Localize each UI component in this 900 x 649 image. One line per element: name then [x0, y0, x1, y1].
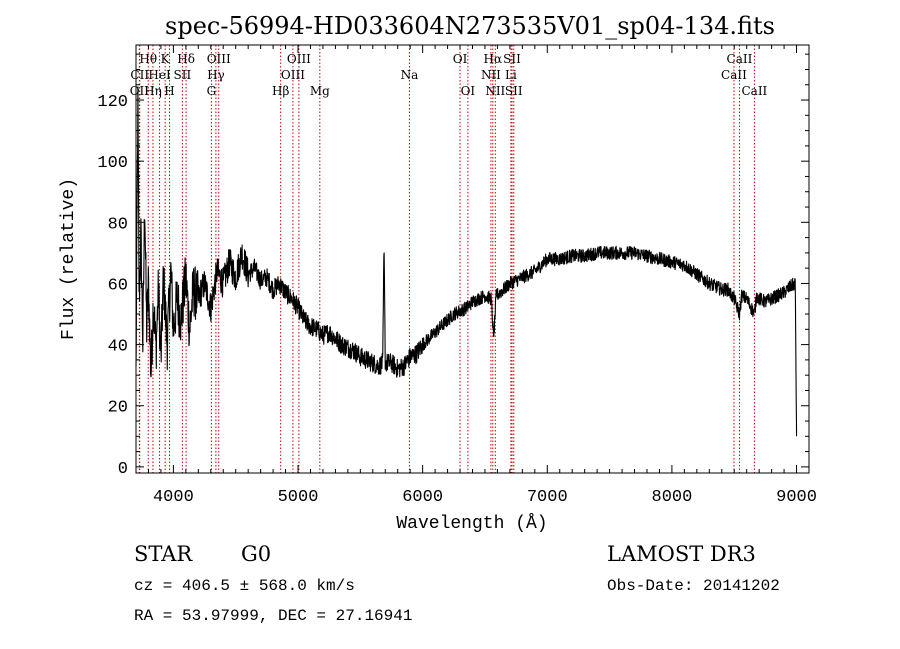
line-label: OII: [130, 84, 150, 98]
line-label: CaII: [721, 68, 747, 82]
line-label: OIII: [281, 68, 305, 82]
line-label: Mg: [310, 84, 330, 98]
cz-label: cz = 406.5 ± 568.0 km/s: [134, 577, 355, 595]
coords-label: RA = 53.97999, DEC = 27.16941: [134, 607, 412, 625]
line-label: CII: [130, 68, 149, 82]
line-label: NII: [485, 84, 505, 98]
line-label: SII: [174, 68, 192, 82]
line-label: K: [161, 52, 171, 66]
line-label: H: [164, 84, 174, 98]
survey-label: LAMOST DR3: [607, 542, 756, 566]
line-label: OI: [453, 52, 468, 66]
line-label: CaII: [727, 52, 753, 66]
x-tick-label: 7000: [527, 488, 568, 507]
x-tick-label: 8000: [652, 488, 693, 507]
x-axis: 4000 5000 6000 7000 8000 9000: [135, 45, 817, 507]
line-label: Hθ: [139, 52, 157, 66]
spectrum-series: [135, 86, 798, 437]
line-label: Hδ: [177, 52, 195, 66]
line-label: OI: [461, 84, 476, 98]
x-axis-label: Wavelength (Å): [396, 513, 547, 534]
line-label: Li: [505, 68, 517, 82]
line-label: G: [207, 84, 217, 98]
line-label: Na: [401, 68, 419, 82]
y-tick-label: 20: [108, 399, 128, 418]
x-tick-label: 5000: [278, 488, 319, 507]
line-label: Hα: [484, 52, 503, 66]
line-label: OIII: [207, 52, 231, 66]
y-tick-label: 100: [97, 154, 128, 173]
y-tick-label: 40: [108, 338, 128, 357]
line-label: OIII: [287, 52, 311, 66]
line-label: Hη: [144, 84, 162, 98]
chart-title: spec-56994-HD033604N273535V01_sp04-134.f…: [165, 12, 775, 40]
subclass-label: G0: [241, 542, 271, 566]
line-label: SII: [505, 84, 523, 98]
x-tick-label: 4000: [153, 488, 194, 507]
line-label: Hγ: [207, 68, 225, 82]
y-tick-label: 60: [108, 276, 128, 295]
x-tick-label: 9000: [776, 488, 817, 507]
obs-date-label: Obs-Date: 20141202: [607, 577, 780, 595]
y-axis-label: Flux (relative): [59, 178, 79, 340]
line-markers: [138, 45, 755, 473]
line-label: NII: [481, 68, 501, 82]
y-tick-label: 120: [97, 93, 128, 112]
y-tick-label: 80: [108, 215, 128, 234]
class-label: STAR: [134, 542, 193, 566]
line-label: Hβ: [272, 84, 289, 98]
x-tick-label: 6000: [402, 488, 443, 507]
plot-frame: [135, 44, 810, 474]
line-label: CaII: [741, 84, 767, 98]
line-label: SII: [503, 52, 521, 66]
y-tick-label: 0: [118, 460, 128, 479]
y-axis: 0 20 40 60 80 100 120: [97, 53, 809, 479]
line-label: HeI: [148, 68, 171, 82]
